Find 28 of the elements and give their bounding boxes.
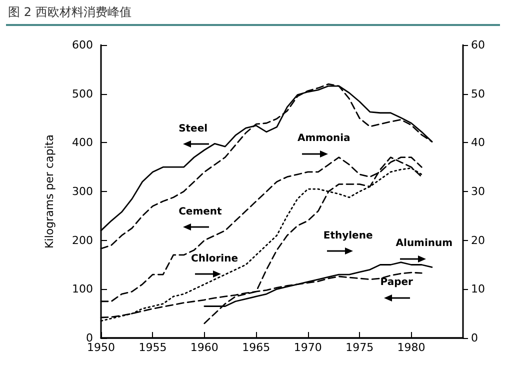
y2-tick-label: 20 bbox=[471, 234, 485, 247]
series-label: Ethylene bbox=[323, 230, 373, 242]
series-label: Chlorine bbox=[190, 254, 238, 265]
y2-tick-label: 30 bbox=[471, 185, 485, 198]
series-label: Aluminum bbox=[396, 238, 453, 250]
y2-tick-label: 40 bbox=[471, 136, 485, 150]
series-label: Steel bbox=[178, 123, 208, 134]
y-tick-label: 600 bbox=[72, 38, 93, 52]
y-tick-label: 200 bbox=[72, 234, 93, 247]
chart-title: 图 2 西欧材料消费峰值 bbox=[8, 4, 132, 21]
y2-tick-label: 10 bbox=[471, 282, 485, 296]
y2-tick-label: 60 bbox=[471, 38, 485, 52]
x-tick-label: 1965 bbox=[242, 341, 270, 354]
series-label: Paper bbox=[380, 277, 414, 288]
y-axis-title: Kilograms per capita bbox=[43, 134, 56, 248]
y-tick-label: 100 bbox=[72, 282, 93, 296]
x-tick-label: 1960 bbox=[190, 341, 218, 354]
y2-tick-label: 0 bbox=[471, 332, 478, 344]
x-tick-label: 1955 bbox=[138, 341, 167, 354]
y-tick-label: 500 bbox=[72, 87, 93, 100]
x-tick-label: 1970 bbox=[294, 341, 322, 354]
y-tick-label: 300 bbox=[72, 185, 93, 198]
y-tick-label: 400 bbox=[72, 136, 93, 150]
x-tick-label: 1980 bbox=[397, 341, 426, 354]
series-label: Ammonia bbox=[298, 133, 350, 144]
series-label: Cement bbox=[178, 206, 222, 218]
x-tick-label: 1975 bbox=[346, 341, 374, 354]
y2-tick-label: 50 bbox=[471, 87, 485, 100]
